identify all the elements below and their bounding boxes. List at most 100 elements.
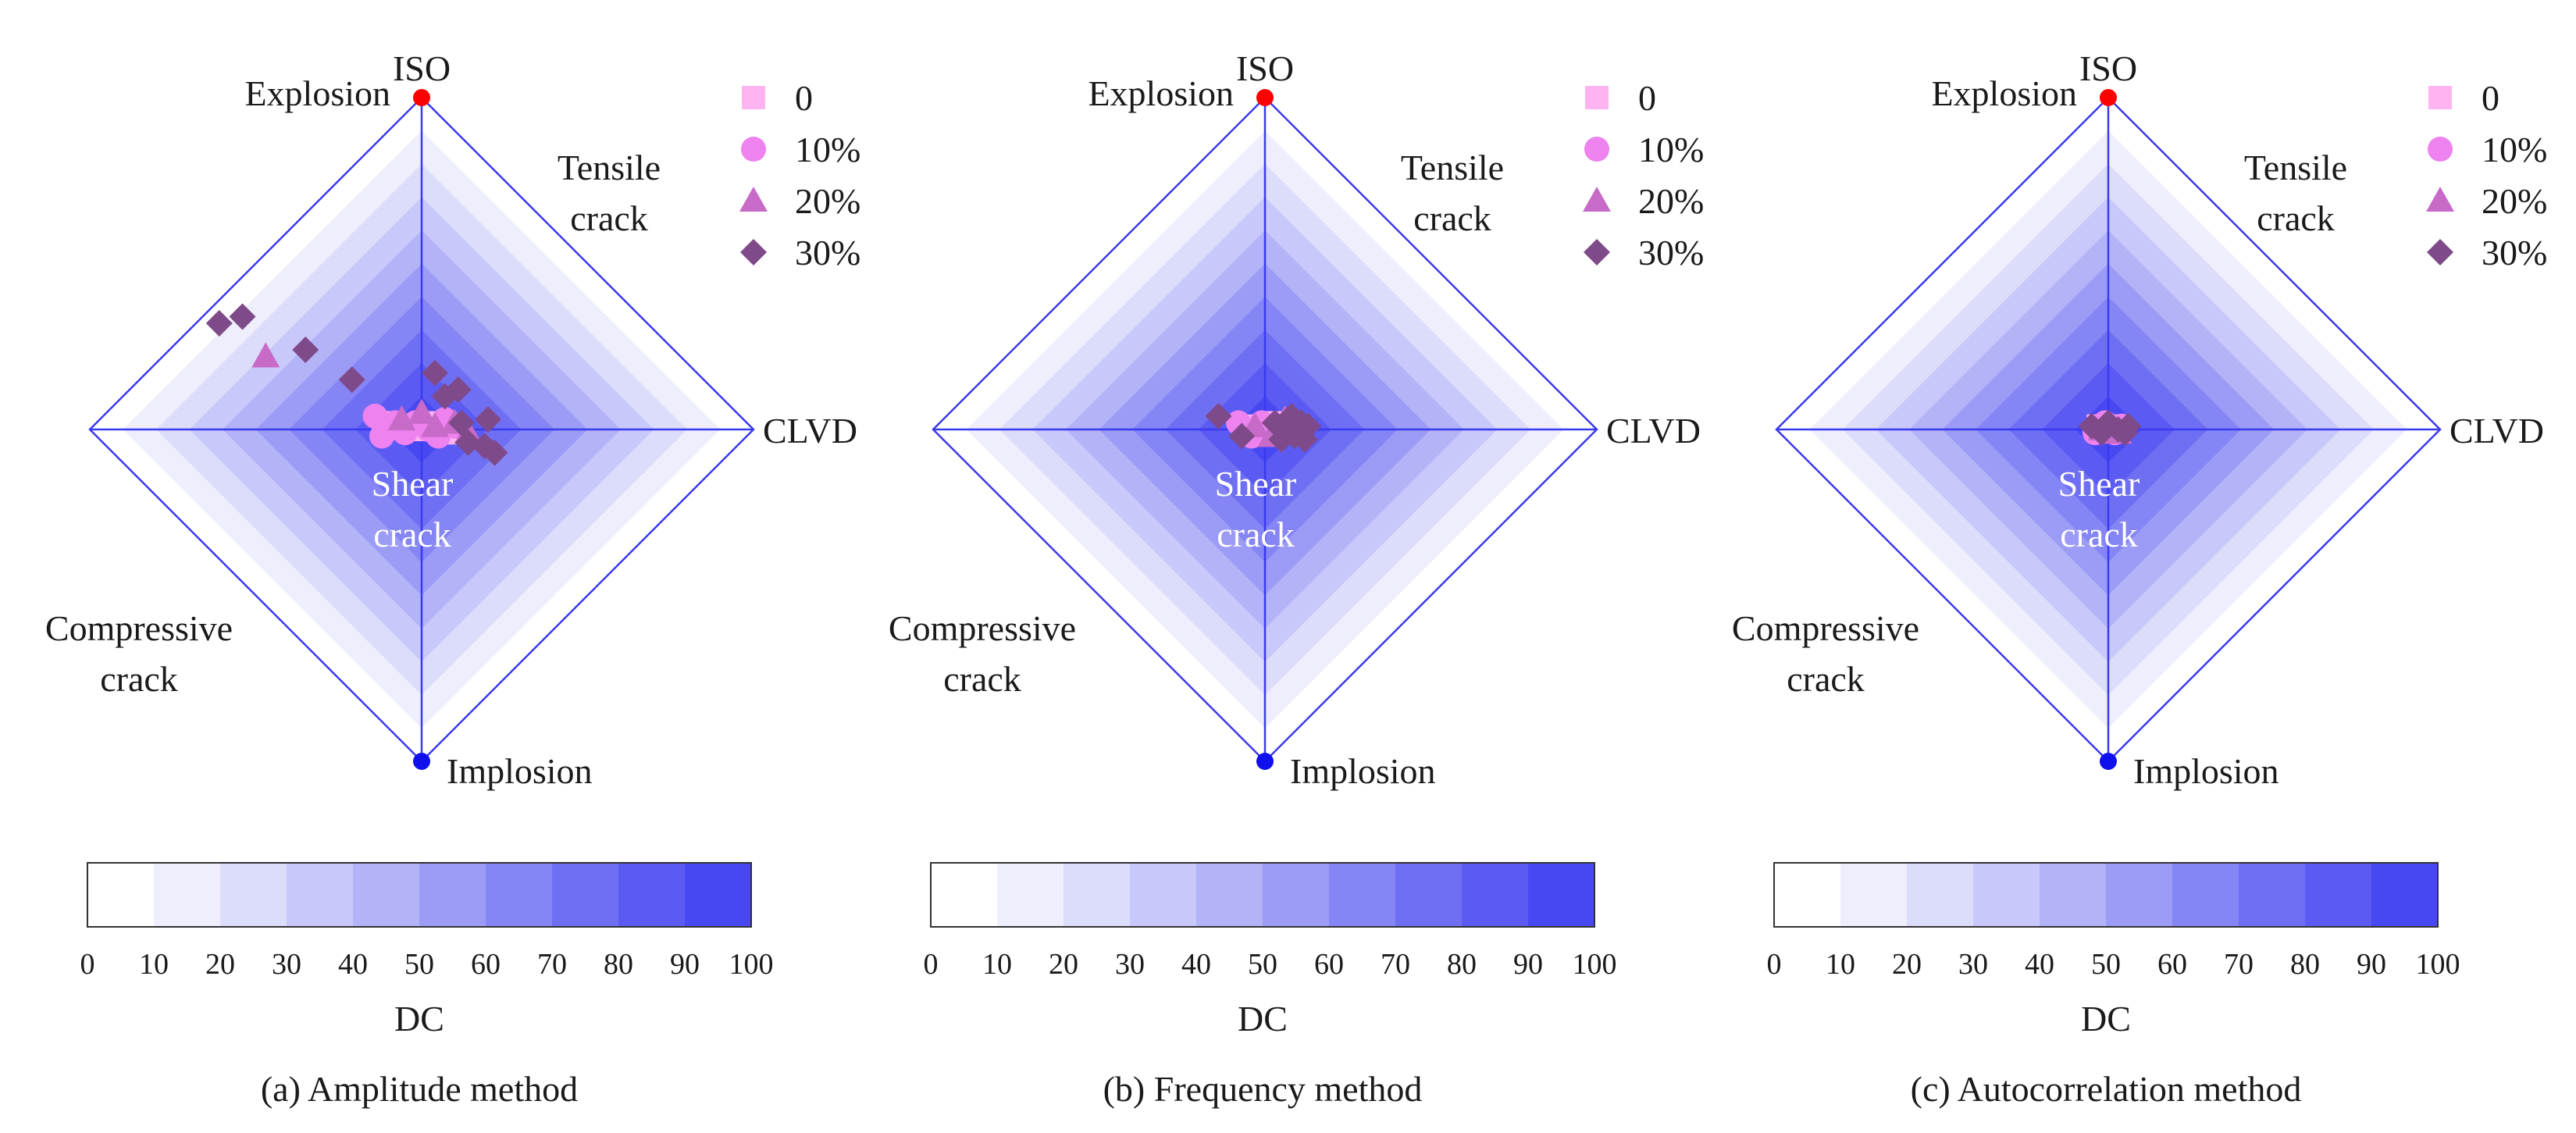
colorbar-cell xyxy=(1130,863,1197,927)
colorbar-tick-label: 0 xyxy=(80,948,95,981)
clvd-label: CLVD xyxy=(1606,411,1701,451)
colorbar-cell xyxy=(87,863,155,927)
legend-label-0: 0 xyxy=(2482,78,2499,118)
colorbar-cell xyxy=(1774,863,1841,927)
legend-marker-0 xyxy=(1585,86,1609,109)
legend-label-0: 0 xyxy=(795,78,813,118)
colorbar-tick-label: 40 xyxy=(2025,948,2054,981)
colorbar-tick-label: 30 xyxy=(1958,948,1988,981)
legend-marker-2 xyxy=(2426,187,2454,212)
colorbar-cell xyxy=(618,863,686,927)
colorbar-tick-label: 30 xyxy=(272,948,301,981)
data-point xyxy=(338,366,365,394)
data-point xyxy=(229,303,256,330)
tensile-label-line1: Tensile xyxy=(1401,148,1504,187)
colorbar-title: DC xyxy=(394,999,444,1039)
tensile-label-line2: crack xyxy=(570,198,648,238)
legend-marker-1 xyxy=(741,137,766,162)
colorbar-tick-label: 0 xyxy=(1767,948,1782,981)
colorbar-cell xyxy=(154,863,221,927)
legend-marker-3 xyxy=(1584,239,1610,265)
data-point xyxy=(1228,422,1256,450)
compressive-label-line2: crack xyxy=(100,659,178,699)
colorbar-cell xyxy=(2305,863,2372,927)
colorbar-tick-label: 90 xyxy=(1513,948,1543,981)
colorbar-tick-label: 90 xyxy=(670,948,700,981)
iso-pole-marker xyxy=(2100,89,2117,106)
implosion-label: Implosion xyxy=(2133,751,2279,791)
implosion-label: Implosion xyxy=(1290,751,1436,791)
colorbar-cell xyxy=(1462,863,1529,927)
data-point xyxy=(251,342,280,368)
colorbar-cell xyxy=(486,863,553,927)
colorbar-cell xyxy=(1973,863,2040,927)
colorbar-tick-label: 70 xyxy=(1381,948,1410,981)
compressive-label-line1: Compressive xyxy=(45,608,233,648)
explosion-label: Explosion xyxy=(1931,73,2077,113)
colorbar-tick-label: 20 xyxy=(1892,948,1922,981)
colorbar-tick-label: 80 xyxy=(1447,948,1477,981)
colorbar-tick-label: 50 xyxy=(404,948,434,981)
colorbar-cell xyxy=(2371,863,2439,927)
compressive-label-line1: Compressive xyxy=(1732,608,1919,648)
data-point xyxy=(444,376,472,403)
compressive-label-line2: crack xyxy=(1787,659,1865,699)
legend-label-1: 10% xyxy=(1638,130,1704,169)
data-point xyxy=(475,406,501,433)
colorbar-cell xyxy=(2040,863,2107,927)
colorbar-cell xyxy=(1064,863,1131,927)
compressive-label-line2: crack xyxy=(943,659,1021,699)
clvd-label: CLVD xyxy=(2450,411,2544,451)
colorbar-tick-label: 50 xyxy=(1248,948,1277,981)
legend-marker-2 xyxy=(739,187,768,212)
colorbar-cell xyxy=(1907,863,1974,927)
iso-label: ISO xyxy=(393,48,451,88)
data-point xyxy=(422,359,448,387)
colorbar-cell xyxy=(2106,863,2173,927)
colorbar-tick-label: 80 xyxy=(604,948,633,981)
colorbar-cell xyxy=(287,863,354,927)
data-point xyxy=(292,337,319,363)
legend-label-0: 0 xyxy=(1638,78,1656,118)
implosion-pole-marker xyxy=(2100,753,2117,770)
implosion-pole-marker xyxy=(413,753,430,770)
data-point xyxy=(421,412,449,437)
colorbar-cell xyxy=(1395,863,1463,927)
legend-marker-0 xyxy=(2428,86,2452,109)
colorbar-tick-label: 50 xyxy=(2091,948,2121,981)
data-point xyxy=(408,398,436,424)
colorbar-cell xyxy=(220,863,287,927)
legend-label-3: 30% xyxy=(2482,233,2547,273)
legend-marker-1 xyxy=(1584,137,1609,162)
shear-label-line1: Shear xyxy=(1215,464,1297,504)
colorbar-cell xyxy=(685,863,752,927)
tensile-label-line2: crack xyxy=(2257,198,2335,238)
colorbar-tick-label: 30 xyxy=(1115,948,1145,981)
panel-caption: (a) Amplitude method xyxy=(261,1069,578,1109)
colorbar-cell xyxy=(1329,863,1396,927)
panel-caption: (b) Frequency method xyxy=(1103,1069,1423,1109)
colorbar-tick-label: 40 xyxy=(338,948,368,981)
colorbar-cell xyxy=(552,863,619,927)
legend-marker-3 xyxy=(2427,239,2453,265)
data-point xyxy=(387,405,416,431)
clvd-label: CLVD xyxy=(763,411,857,451)
explosion-label: Explosion xyxy=(244,73,390,113)
legend-label-1: 10% xyxy=(795,130,860,169)
tensile-label-line2: crack xyxy=(1413,198,1491,238)
iso-pole-marker xyxy=(1256,89,1274,106)
colorbar-tick-label: 60 xyxy=(1314,948,1344,981)
colorbar-cell xyxy=(1528,863,1595,927)
colorbar-tick-label: 100 xyxy=(1573,948,1617,981)
colorbar-cell xyxy=(2239,863,2306,927)
colorbar-tick-label: 0 xyxy=(924,948,939,981)
colorbar-cell xyxy=(997,863,1064,927)
colorbar-tick-label: 90 xyxy=(2357,948,2386,981)
legend-marker-1 xyxy=(2428,137,2453,162)
colorbar-cell xyxy=(419,863,486,927)
colorbar-cell xyxy=(1840,863,1908,927)
colorbar-frame xyxy=(930,862,1595,928)
